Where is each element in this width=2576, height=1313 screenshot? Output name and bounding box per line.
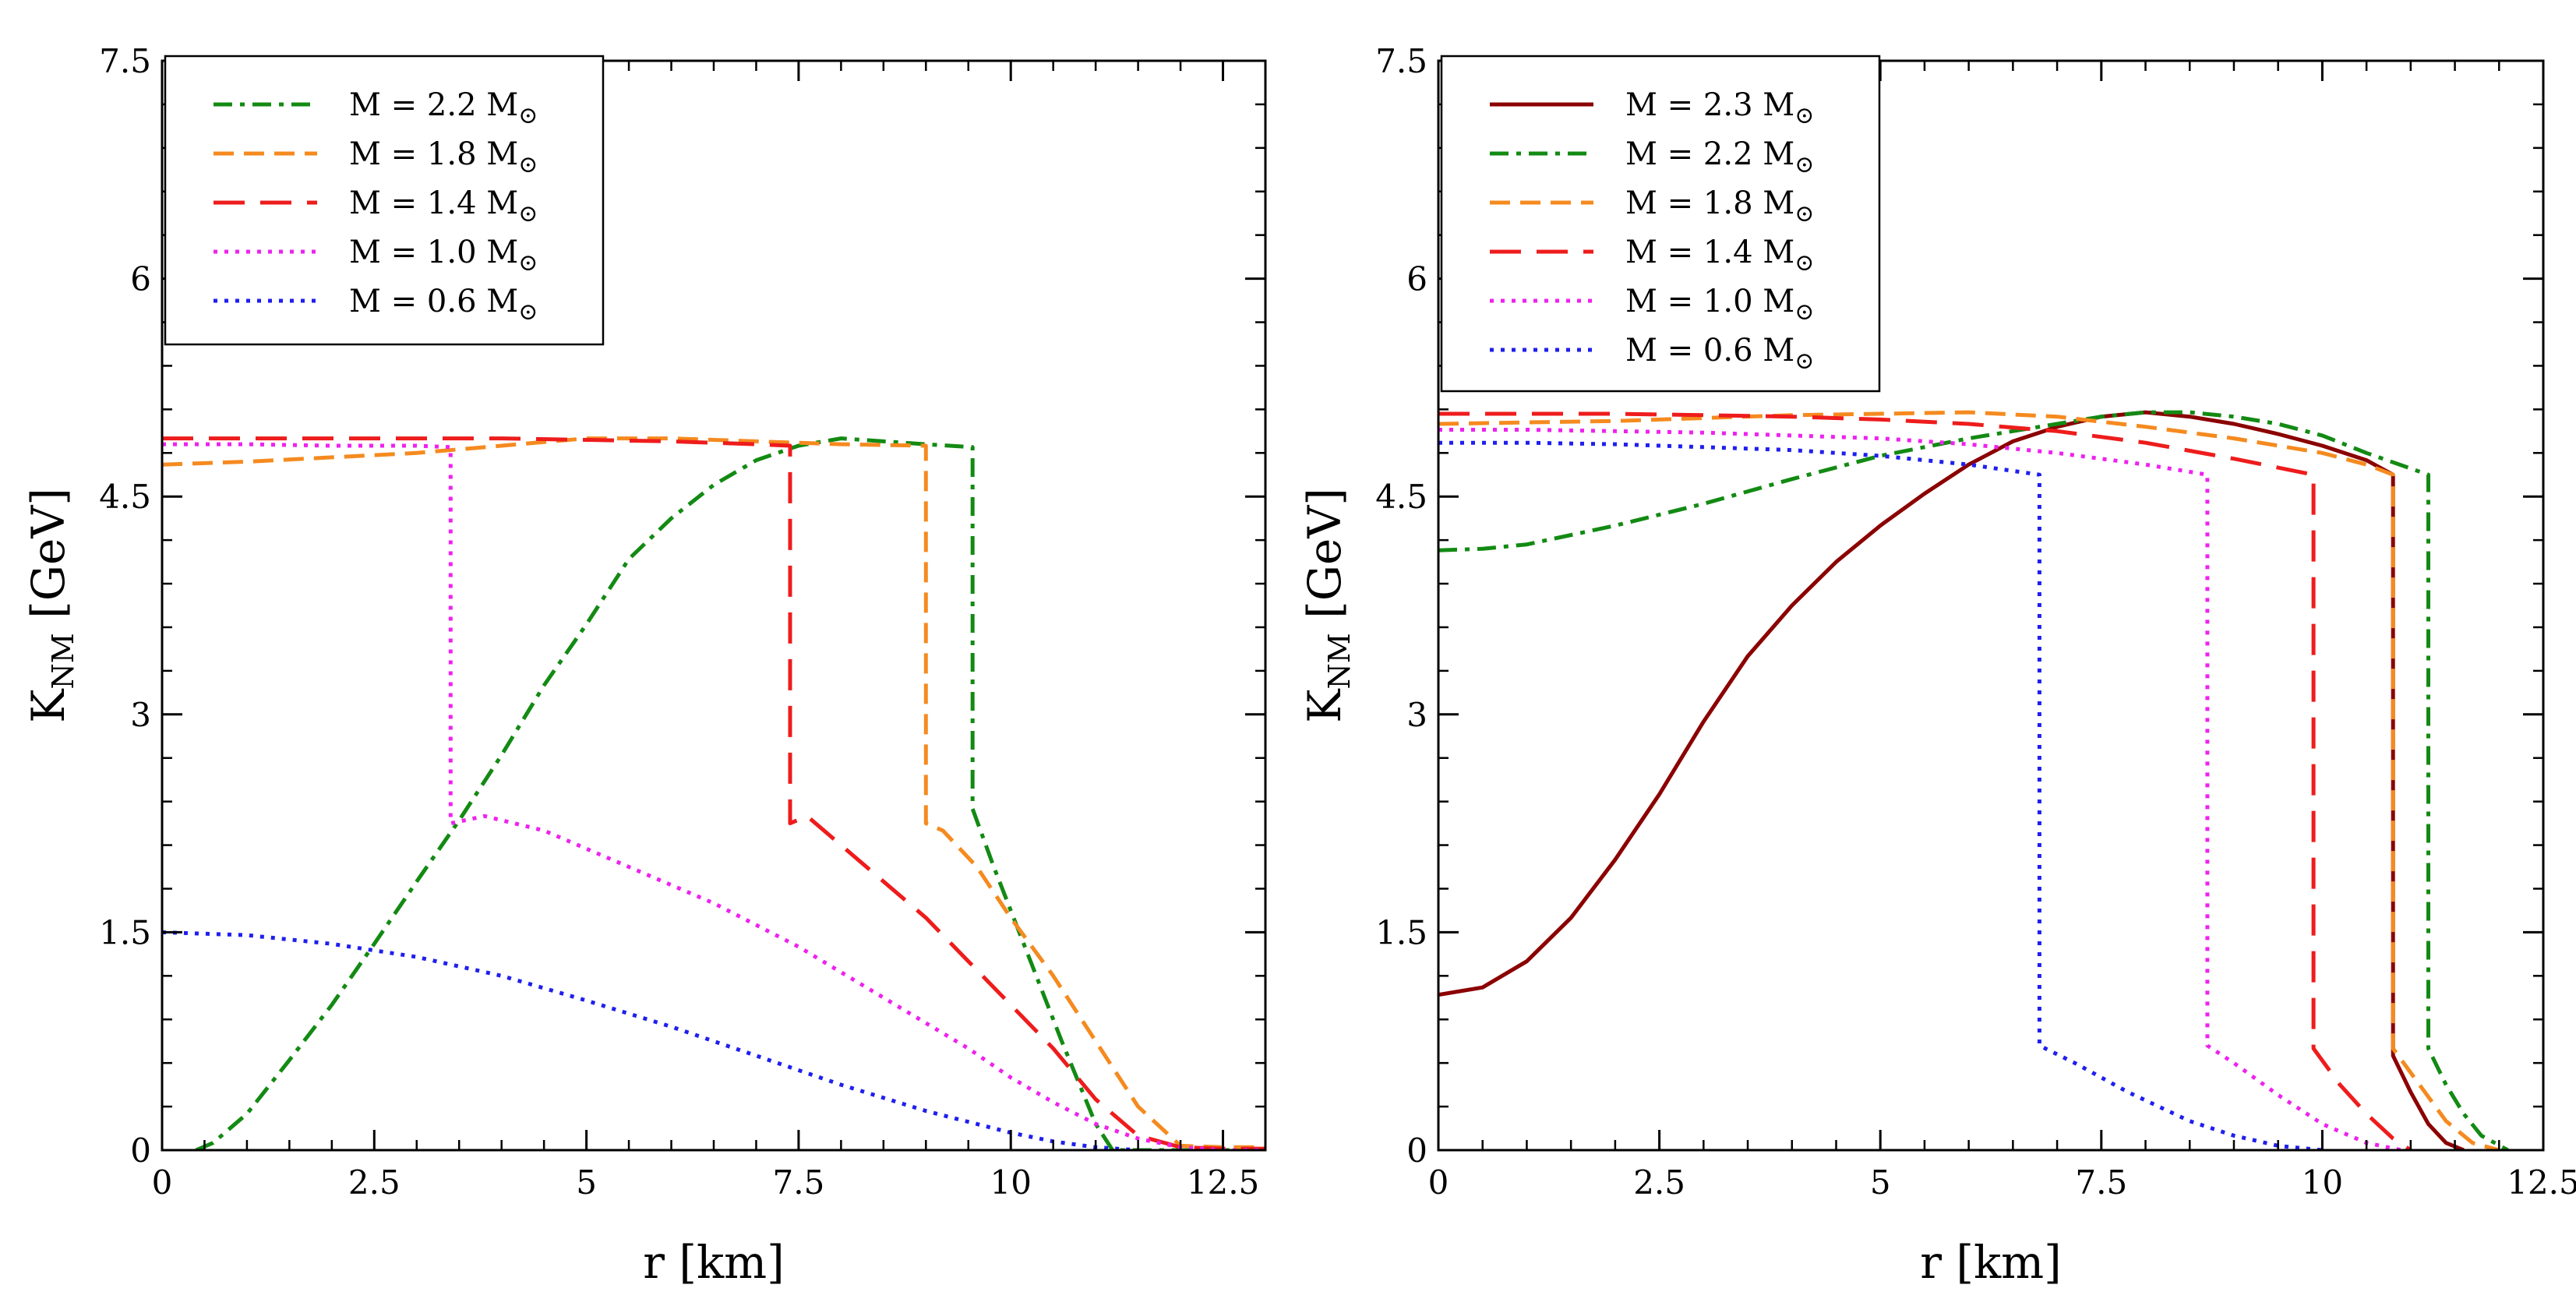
x-tick-label: 2.5 [348,1163,401,1202]
legend-label-0: M = 2.3 M⊙ [1625,87,1814,129]
chart-panel-left: 0 2.5 5 7.5 10 12.5 0 1.5 3 4.5 6 7.5 r [km] KNM [GeV… [22,42,1267,1289]
legend-box [164,55,605,346]
x-tick-label: 2.5 [1633,1163,1685,1202]
x-tick-label: 7.5 [773,1163,825,1202]
y-axis-title: KNM [GeV] [22,488,80,723]
legend-label-4: M = 0.6 M⊙ [349,284,538,326]
y-tick-label: 1.5 [99,913,151,951]
legend: M = 2.3 M⊙ M = 2.2 M⊙ M = 1.8 M⊙ M = 1.4 M⊙… [1440,55,1881,393]
series-line-0 [195,436,1265,1150]
series-line-5 [1438,440,2323,1150]
legend-label-0: M = 2.2 M⊙ [349,87,538,129]
series-line-4 [162,930,1138,1150]
x-tick-label: 0 [1428,1163,1449,1202]
series-group [162,436,1265,1150]
legend-label-1: M = 2.2 M⊙ [1625,136,1814,178]
series-line-2 [1438,410,2500,1150]
y-axis-title: KNM [GeV] [1298,488,1357,723]
x-axis-title: r [km] [1920,1236,2062,1289]
chart-panel-right: 0 2.5 5 7.5 10 12.5 0 1.5 3 4.5 6 7.5 r [km] KNM [GeV… [1298,42,2576,1289]
series-line-4 [1438,428,2403,1150]
series-line-1 [1438,410,2509,1150]
legend: M = 2.2 M⊙ M = 1.8 M⊙ M = 1.4 M⊙ M = 1.0 M⊙… [164,55,605,346]
y-tick-label: 6 [1406,260,1427,298]
legend-label-3: M = 1.4 M⊙ [1625,235,1814,277]
series-line-1 [162,436,1265,1149]
y-tick-label: 7.5 [99,42,151,80]
x-axis-title: r [km] [643,1236,785,1289]
series-group [1438,410,2509,1150]
x-tick-label: 12.5 [2507,1163,2576,1202]
y-tick-label: 0 [1406,1131,1427,1170]
y-tick-label: 4.5 [99,478,151,516]
series-line-3 [1438,411,2412,1150]
x-tick-label: 5 [1870,1163,1891,1202]
series-line-0 [1438,410,2465,1150]
legend-label-4: M = 1.0 M⊙ [1625,284,1814,326]
legend-label-2: M = 1.4 M⊙ [349,185,538,228]
y-tick-label: 1.5 [1375,913,1427,951]
x-tick-label: 7.5 [2075,1163,2127,1202]
y-tick-label: 4.5 [1375,478,1427,516]
x-tick-label: 0 [152,1163,173,1202]
x-tick-label: 5 [576,1163,597,1202]
y-tick-label: 3 [130,696,151,734]
axes-frame [1437,59,2545,1152]
legend-label-2: M = 1.8 M⊙ [1625,185,1814,228]
y-tick-label: 7.5 [1375,42,1427,80]
legend-label-3: M = 1.0 M⊙ [349,235,538,277]
y-tick-label: 6 [130,260,151,298]
x-tick-label: 10 [990,1163,1032,1202]
y-tick-label: 3 [1406,696,1427,734]
legend-label-1: M = 1.8 M⊙ [349,136,538,178]
x-tick-label: 12.5 [1187,1163,1260,1202]
legend-label-5: M = 0.6 M⊙ [1625,333,1814,375]
series-line-2 [162,436,1265,1150]
x-tick-label: 10 [2302,1163,2343,1202]
y-tick-label: 0 [130,1131,151,1170]
series-line-3 [162,442,1265,1150]
legend-box [1440,55,1881,393]
